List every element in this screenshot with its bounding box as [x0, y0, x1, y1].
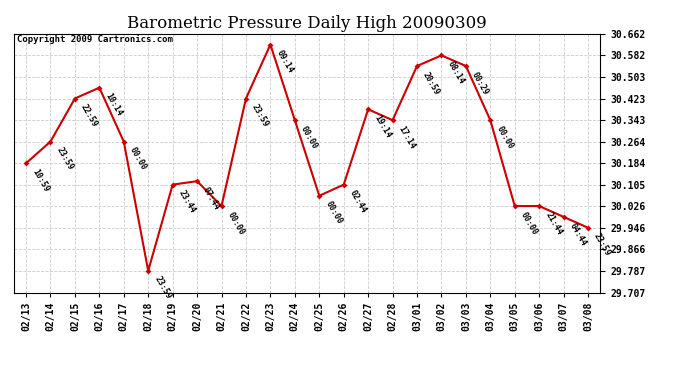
- Text: 07:44: 07:44: [201, 185, 221, 211]
- Text: 00:29: 00:29: [470, 70, 491, 96]
- Text: 00:00: 00:00: [495, 124, 515, 150]
- Text: 00:00: 00:00: [226, 210, 246, 236]
- Text: Copyright 2009 Cartronics.com: Copyright 2009 Cartronics.com: [17, 35, 172, 44]
- Title: Barometric Pressure Daily High 20090309: Barometric Pressure Daily High 20090309: [127, 15, 487, 32]
- Text: 23:44: 23:44: [177, 189, 197, 215]
- Text: 00:00: 00:00: [519, 210, 539, 236]
- Text: 04:44: 04:44: [568, 221, 588, 247]
- Text: 02:44: 02:44: [348, 189, 368, 215]
- Text: 23:59: 23:59: [592, 232, 613, 258]
- Text: 19:14: 19:14: [373, 114, 393, 140]
- Text: 00:00: 00:00: [324, 200, 344, 226]
- Text: 00:00: 00:00: [128, 146, 148, 172]
- Text: 00:00: 00:00: [299, 124, 319, 150]
- Text: 21:44: 21:44: [543, 210, 564, 236]
- Text: 20:59: 20:59: [421, 70, 442, 96]
- Text: 10:59: 10:59: [30, 167, 50, 194]
- Text: 08:14: 08:14: [446, 60, 466, 86]
- Text: 22:59: 22:59: [79, 103, 99, 129]
- Text: 23:59: 23:59: [55, 146, 75, 172]
- Text: 17:14: 17:14: [397, 124, 417, 150]
- Text: 10:14: 10:14: [104, 92, 124, 118]
- Text: 23:59: 23:59: [250, 103, 270, 129]
- Text: 09:14: 09:14: [275, 49, 295, 75]
- Text: 23:59: 23:59: [152, 275, 172, 301]
